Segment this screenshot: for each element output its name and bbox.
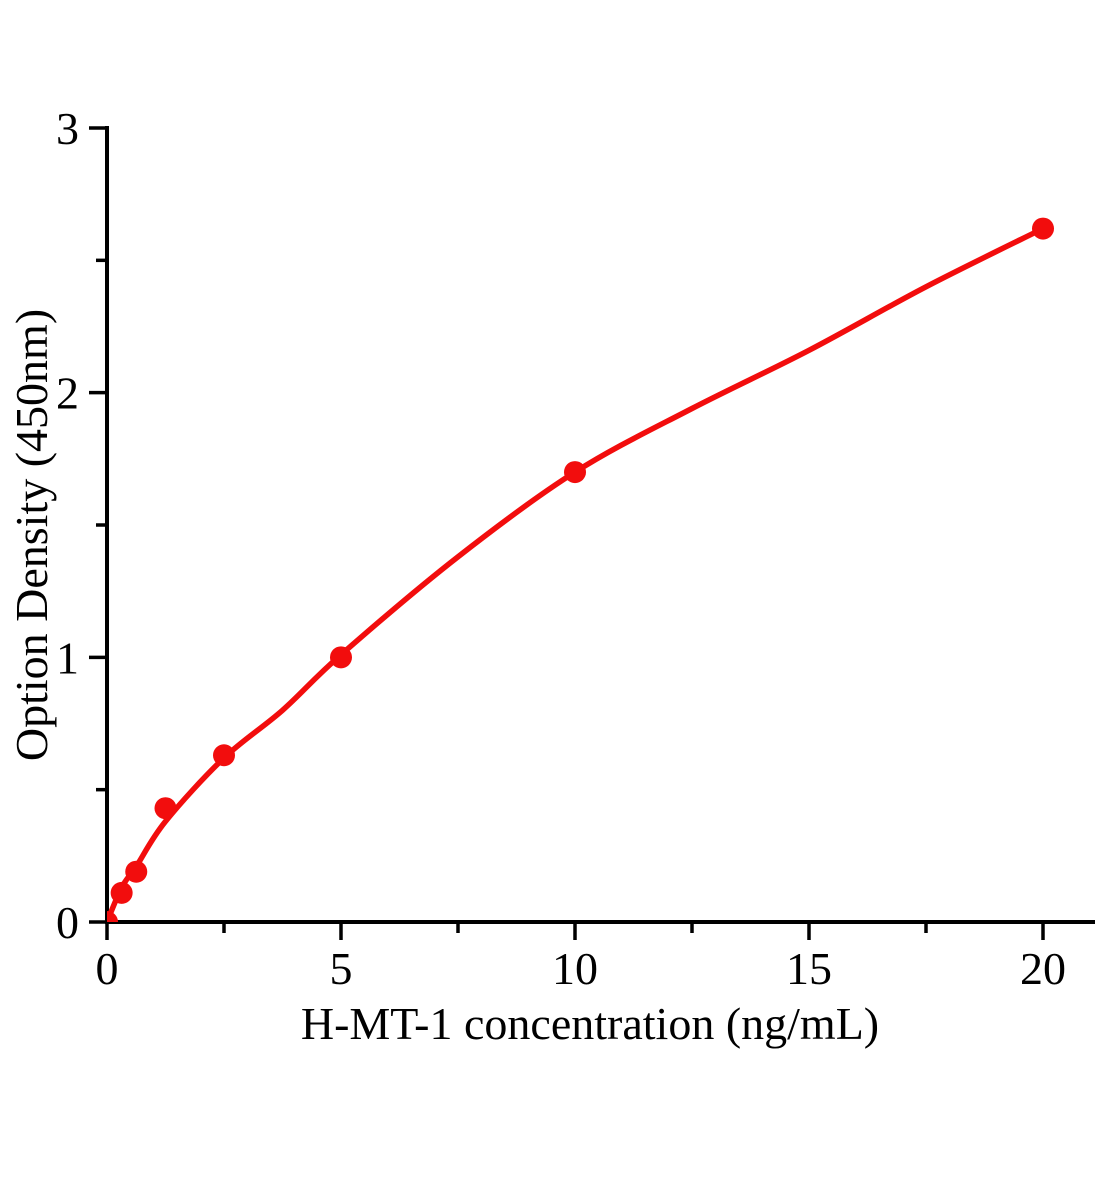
data-point: [107, 911, 118, 922]
data-point: [213, 744, 235, 767]
data-point: [154, 797, 177, 820]
data-point: [564, 461, 586, 484]
x-tick-label: 15: [786, 943, 832, 994]
data-point: [125, 860, 148, 883]
y-tick-label: 2: [56, 368, 79, 419]
y-tick-label: 1: [56, 632, 79, 683]
x-tick-label: 20: [1020, 943, 1066, 994]
data-point: [330, 646, 352, 669]
x-tick-label: 0: [96, 943, 119, 994]
x-axis-title: H-MT-1 concentration (ng/mL): [300, 998, 880, 1049]
axis-ticks: [89, 126, 1045, 940]
x-tick-label: 5: [330, 943, 353, 994]
data-point: [1032, 217, 1054, 240]
tick-labels: 0 5 10 15 20 0 1 2 3: [56, 103, 1066, 994]
x-tick-label: 10: [552, 943, 598, 994]
fit-curve: [107, 226, 1045, 922]
y-tick-label: 0: [56, 897, 79, 948]
data-point: [110, 881, 133, 904]
y-axis-title: Option Density (450nm): [6, 308, 57, 762]
y-tick-label: 3: [56, 103, 79, 154]
data-series: [107, 217, 1054, 922]
